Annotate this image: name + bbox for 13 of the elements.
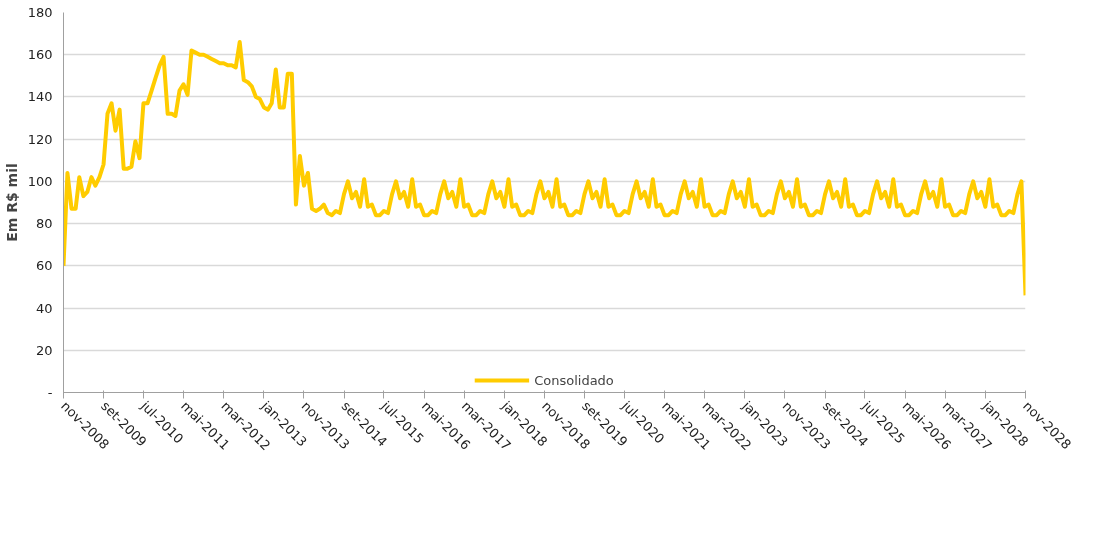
y-tick-label: 140 [27,89,53,105]
y-axis-title: Em R$ mil [3,163,20,242]
line-series [63,40,1026,298]
y-tick-label: - [47,385,53,400]
y-tick-label: 20 [35,342,53,358]
y-tick-label: 180 [27,5,53,20]
y-tick-label: 80 [35,216,53,232]
legend-label: Consolidado [534,372,614,388]
y-tick-label: 120 [27,131,53,147]
y-tick-label: 160 [27,47,53,63]
y-tick-label: 60 [35,258,53,274]
y-tick-label: 40 [35,300,53,316]
y-tick-label: 100 [27,173,53,189]
